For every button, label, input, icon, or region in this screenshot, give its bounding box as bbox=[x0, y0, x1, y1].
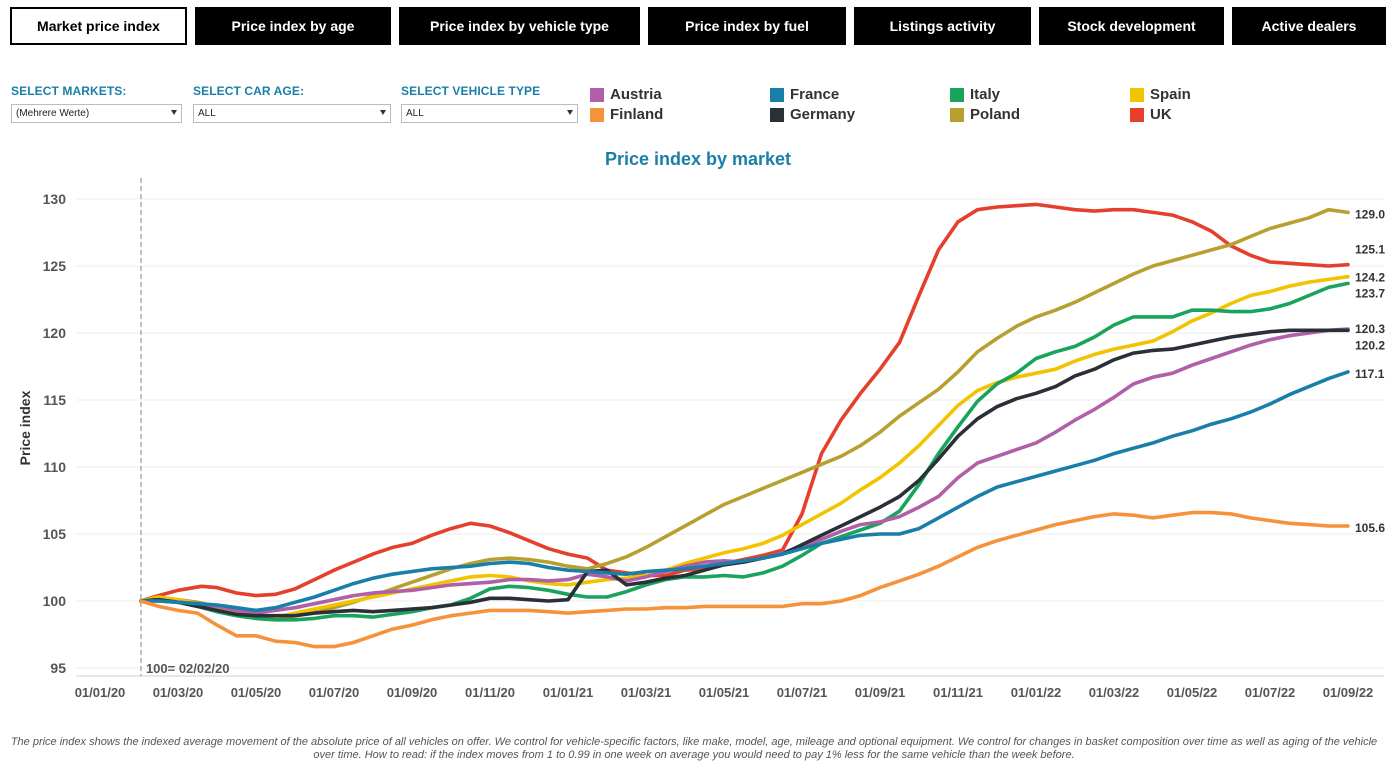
legend-label-france: France bbox=[790, 86, 840, 103]
legend-swatch-france bbox=[770, 87, 784, 102]
end-label-france: 117.1 bbox=[1355, 367, 1385, 381]
x-tick-label-0: 01/01/20 bbox=[75, 685, 126, 700]
end-label-germany: 120.2 bbox=[1355, 338, 1385, 352]
legend-item-france[interactable]: France bbox=[770, 86, 839, 103]
car-age-select[interactable]: ALL bbox=[193, 104, 391, 123]
x-tick-label-15: 01/07/22 bbox=[1245, 685, 1296, 700]
legend-label-germany: Germany bbox=[790, 106, 856, 123]
tab-market-price-index[interactable]: Market price index bbox=[10, 7, 187, 45]
car-age-select-value: ALL bbox=[198, 108, 216, 119]
end-label-uk: 125.1 bbox=[1355, 243, 1385, 257]
y-tick-label-120: 120 bbox=[43, 325, 67, 341]
tab-listings-activity[interactable]: Listings activity bbox=[854, 7, 1031, 45]
car-age-filter: SELECT CAR AGE: ALL bbox=[193, 84, 391, 123]
x-tick-label-14: 01/05/22 bbox=[1167, 685, 1218, 700]
end-label-poland: 129.0 bbox=[1355, 207, 1385, 221]
legend-item-uk[interactable]: UK bbox=[1130, 106, 1172, 123]
legend-swatch-italy bbox=[950, 87, 964, 102]
tab-stock-development[interactable]: Stock development bbox=[1039, 7, 1224, 45]
tab-price-index-by-age[interactable]: Price index by age bbox=[195, 7, 391, 45]
series-line-spain bbox=[139, 274, 1350, 619]
vehicle-type-select[interactable]: ALL bbox=[401, 104, 578, 123]
x-tick-label-3: 01/07/20 bbox=[309, 685, 360, 700]
car-age-filter-label: SELECT CAR AGE: bbox=[193, 84, 305, 98]
tab-bar: Market price index Price index by age Pr… bbox=[10, 7, 1386, 45]
series-line-italy bbox=[139, 281, 1350, 622]
x-tick-label-6: 01/01/21 bbox=[543, 685, 594, 700]
x-tick-label-1: 01/03/20 bbox=[153, 685, 204, 700]
chart-title: Price index by market bbox=[604, 149, 792, 169]
vehicle-type-select-value: ALL bbox=[406, 108, 424, 119]
legend-swatch-poland bbox=[950, 107, 964, 122]
chevron-down-icon bbox=[171, 110, 177, 115]
end-label-finland: 105.6 bbox=[1355, 521, 1385, 535]
legend-item-italy[interactable]: Italy bbox=[950, 86, 1000, 103]
legend-label-finland: Finland bbox=[610, 106, 664, 123]
series-line-poland bbox=[139, 207, 1350, 622]
y-axis-label: Price index bbox=[17, 390, 33, 465]
markets-select[interactable]: (Mehrere Werte) bbox=[11, 104, 182, 123]
x-tick-label-4: 01/09/20 bbox=[387, 685, 438, 700]
y-tick-label-100: 100 bbox=[43, 593, 67, 609]
chart-legend: Austria France Italy Spain Finland Germa… bbox=[590, 86, 1380, 130]
chart-footnote: The price index shows the indexed averag… bbox=[10, 736, 1378, 761]
x-tick-label-2: 01/05/20 bbox=[231, 685, 282, 700]
series-line-austria bbox=[139, 327, 1350, 615]
legend-label-uk: UK bbox=[1150, 106, 1172, 123]
x-tick-label-5: 01/11/20 bbox=[465, 685, 515, 700]
x-tick-label-8: 01/05/21 bbox=[699, 685, 750, 700]
legend-label-poland: Poland bbox=[970, 106, 1021, 123]
end-label-italy: 123.7 bbox=[1355, 286, 1385, 300]
tab-price-index-by-fuel[interactable]: Price index by fuel bbox=[648, 7, 846, 45]
legend-swatch-germany bbox=[770, 107, 784, 122]
x-tick-label-16: 01/09/22 bbox=[1323, 685, 1374, 700]
legend-label-austria: Austria bbox=[610, 86, 662, 103]
legend-item-austria[interactable]: Austria bbox=[590, 86, 662, 103]
y-tick-label-110: 110 bbox=[43, 459, 66, 475]
series-line-finland bbox=[139, 510, 1350, 649]
chevron-down-icon bbox=[380, 110, 386, 115]
legend-label-spain: Spain bbox=[1150, 86, 1191, 103]
vehicle-type-filter: SELECT VEHICLE TYPE ALL bbox=[401, 84, 578, 123]
legend-item-poland[interactable]: Poland bbox=[950, 106, 1020, 123]
x-tick-label-10: 01/09/21 bbox=[855, 685, 906, 700]
x-tick-label-11: 01/11/21 bbox=[933, 685, 983, 700]
legend-item-germany[interactable]: Germany bbox=[770, 106, 855, 123]
y-tick-label-125: 125 bbox=[43, 258, 67, 274]
end-label-spain: 124.2 bbox=[1355, 271, 1385, 285]
reference-line-label: 100= 02/02/20 bbox=[146, 661, 230, 676]
tab-price-index-by-vehicle-type[interactable]: Price index by vehicle type bbox=[399, 7, 640, 45]
chevron-down-icon bbox=[567, 110, 573, 115]
y-tick-label-115: 115 bbox=[43, 392, 66, 408]
y-tick-label-130: 130 bbox=[43, 191, 67, 207]
legend-swatch-spain bbox=[1130, 87, 1144, 102]
legend-swatch-austria bbox=[590, 87, 604, 102]
markets-filter: SELECT MARKETS: (Mehrere Werte) bbox=[11, 84, 182, 123]
markets-select-value: (Mehrere Werte) bbox=[16, 108, 90, 119]
legend-item-finland[interactable]: Finland bbox=[590, 106, 663, 123]
tab-active-dealers[interactable]: Active dealers bbox=[1232, 7, 1386, 45]
x-tick-label-13: 01/03/22 bbox=[1089, 685, 1140, 700]
y-tick-label-105: 105 bbox=[43, 526, 67, 542]
legend-swatch-finland bbox=[590, 107, 604, 122]
x-tick-label-7: 01/03/21 bbox=[621, 685, 672, 700]
x-tick-label-12: 01/01/22 bbox=[1011, 685, 1062, 700]
legend-swatch-uk bbox=[1130, 107, 1144, 122]
y-tick-label-95: 95 bbox=[50, 660, 66, 676]
legend-item-spain[interactable]: Spain bbox=[1130, 86, 1191, 103]
x-tick-label-9: 01/07/21 bbox=[777, 685, 828, 700]
vehicle-type-filter-label: SELECT VEHICLE TYPE bbox=[401, 84, 541, 98]
legend-label-italy: Italy bbox=[970, 86, 1001, 103]
series-line-france bbox=[139, 370, 1350, 613]
markets-filter-label: SELECT MARKETS: bbox=[11, 84, 127, 98]
end-label-austria: 120.3 bbox=[1355, 322, 1385, 336]
